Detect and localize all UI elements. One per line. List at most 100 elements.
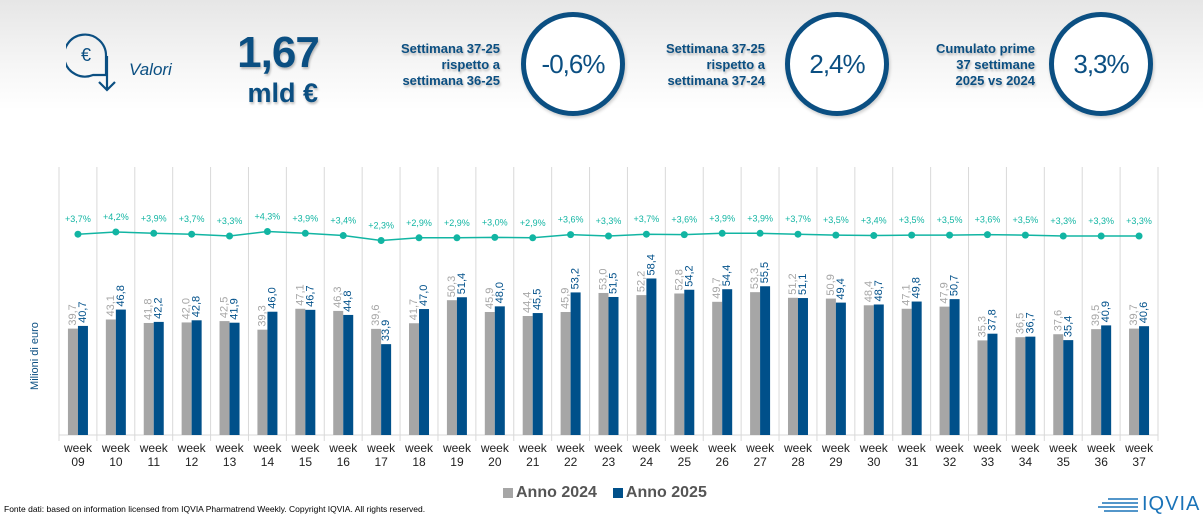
bar-2024 [598, 292, 609, 435]
bar-2024 [712, 301, 723, 435]
bar-label-2025: 35,4 [1062, 316, 1074, 337]
kpi-1-label-line: settimana 36-25 [402, 73, 500, 88]
bar-label-2024: 52,2 [635, 271, 647, 292]
growth-point [491, 233, 499, 241]
growth-label: +3,4% [861, 216, 887, 226]
x-tick-label-line: week [708, 441, 737, 455]
bar-label-2024: 37,6 [1052, 310, 1064, 331]
x-tick-label: week 14 [248, 441, 286, 469]
bar-label-2024: 46,3 [332, 286, 344, 307]
x-tick-label: week 30 [855, 441, 893, 469]
x-tick-label-line: week [215, 441, 244, 455]
bar-label-2024: 47,1 [901, 284, 913, 305]
legend-swatch-2025 [612, 488, 623, 498]
growth-label: +2,9% [406, 218, 432, 228]
x-tick-label-line: 30 [867, 455, 881, 469]
bar-2025 [722, 289, 733, 435]
x-tick-label-line: 13 [222, 455, 237, 469]
x-tick-label-line: 10 [109, 455, 123, 469]
growth-point [529, 234, 537, 242]
kpi-1-label-line: Settimana 37-25 [401, 41, 500, 56]
growth-point [339, 232, 347, 240]
bar-label-2024: 50,3 [446, 276, 458, 297]
bar-label-2024: 50,9 [825, 274, 837, 295]
growth-point [226, 232, 234, 240]
growth-label: +3,3% [1088, 216, 1114, 226]
bar-2024 [1129, 328, 1140, 435]
bar-2025 [797, 298, 808, 435]
bar-2025 [419, 309, 430, 435]
bar-label-2025: 46,8 [115, 285, 127, 306]
growth-point [756, 229, 764, 237]
legend-swatch-2024 [503, 488, 513, 498]
x-tick-label-line: week [442, 441, 471, 455]
growth-label: +3,9% [141, 213, 167, 223]
growth-label: +3,7% [634, 214, 660, 224]
bar-label-2024: 51,2 [787, 273, 799, 294]
x-tick-label: week 36 [1082, 441, 1120, 469]
growth-point [832, 231, 840, 239]
bar-2025 [343, 314, 354, 435]
bar-label-2025: 45,5 [532, 289, 544, 310]
bar-label-2025: 54,2 [683, 265, 695, 286]
x-tick-label-line: 32 [942, 455, 957, 469]
bar-2024 [636, 295, 647, 435]
bar-2025 [760, 286, 771, 435]
total-unit: mld € [247, 78, 318, 108]
legend-item-2025: Anno 2025 [612, 484, 707, 502]
bar-2024 [105, 319, 116, 435]
x-tick-label-line: 36 [1094, 455, 1108, 469]
bar-2024 [219, 321, 230, 435]
bar-2025 [229, 322, 240, 435]
growth-label: +4,3% [255, 212, 281, 222]
growth-label: +2,9% [520, 218, 546, 228]
x-tick-label-line: week [670, 441, 699, 455]
bar-2024 [484, 311, 495, 435]
bar-2024 [522, 316, 533, 435]
bar-2025 [949, 299, 960, 435]
bar-label-2025: 51,5 [608, 273, 620, 294]
bar-2024 [674, 293, 685, 435]
x-tick-label-line: week [291, 441, 320, 455]
bar-2024 [371, 328, 382, 435]
bar-label-2025: 53,2 [570, 268, 582, 289]
growth-label: +3,9% [709, 213, 735, 223]
growth-label: +3,9% [292, 213, 318, 223]
svg-text:€: € [81, 45, 91, 65]
bar-label-2025: 33,9 [380, 320, 392, 341]
kpi-1-circle: -0,6% [521, 12, 625, 116]
x-tick-label-line: 21 [526, 455, 540, 469]
growth-label: +3,7% [785, 214, 811, 224]
bar-label-2025: 49,4 [835, 278, 847, 299]
bar-2025 [381, 344, 392, 435]
x-tick-label-line: 23 [601, 455, 616, 469]
iqvia-logo-text: IQVIA [1142, 493, 1201, 515]
growth-label: +3,5% [899, 215, 925, 225]
bar-label-2024: 45,9 [484, 288, 496, 309]
bar-label-2025: 54,4 [721, 265, 733, 286]
bar-2024 [977, 340, 988, 435]
growth-label: +3,6% [975, 215, 1001, 225]
kpi-1-label: Settimana 37-25 rispetto a settimana 36-… [370, 41, 500, 89]
bar-2024 [143, 322, 154, 435]
growth-point [983, 231, 991, 239]
x-tick-label-line: 24 [639, 455, 654, 469]
bar-label-2025: 48,7 [873, 280, 885, 301]
growth-point [642, 230, 650, 238]
x-tick-label-line: 14 [260, 455, 275, 469]
x-tick-label: week 28 [779, 441, 817, 469]
x-tick-label-line: week [821, 441, 850, 455]
x-tick-label-line: week [594, 441, 623, 455]
bar-label-2024: 36,5 [1014, 313, 1026, 334]
bar-2024 [863, 305, 874, 435]
growth-label: +3,4% [330, 216, 356, 226]
bar-2025 [608, 296, 619, 435]
bar-label-2024: 42,5 [219, 297, 231, 318]
growth-point [605, 232, 612, 240]
bar-2025 [1063, 340, 1074, 435]
bar-2025 [1139, 326, 1150, 435]
x-tick-label-line: week [177, 441, 206, 455]
growth-point [680, 231, 688, 239]
bar-label-2025: 42,2 [153, 297, 165, 318]
x-tick-label: week 37 [1120, 441, 1158, 469]
